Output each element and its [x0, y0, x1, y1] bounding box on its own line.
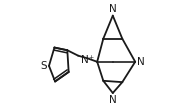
Text: N⁺: N⁺ [80, 55, 94, 65]
Text: S: S [40, 61, 47, 71]
Text: N: N [109, 4, 117, 14]
Text: N: N [137, 57, 145, 67]
Text: N: N [109, 95, 117, 105]
